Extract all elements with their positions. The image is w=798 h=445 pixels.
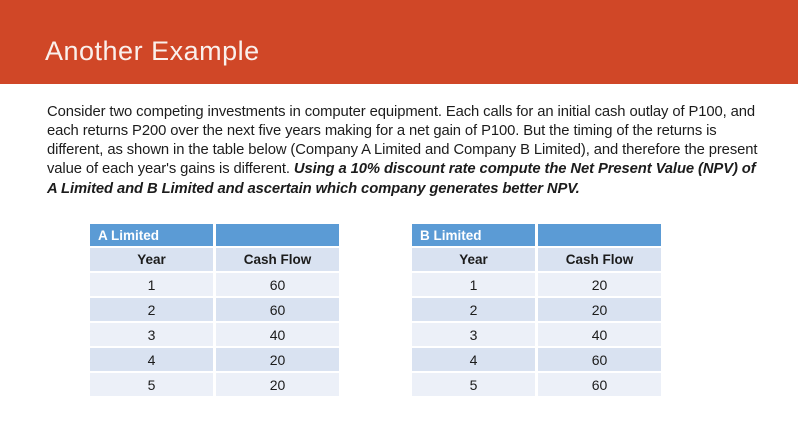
table-cell-year: 5 [90, 373, 213, 396]
table-a-title-cell: A Limited [90, 224, 213, 246]
table-cell-cashflow: 60 [216, 273, 339, 296]
table-a-title-row: A Limited [90, 224, 339, 246]
table-cell-cashflow: 20 [216, 373, 339, 396]
table-cell-cashflow: 40 [216, 323, 339, 346]
table-cell-cashflow: 60 [216, 298, 339, 321]
table-b-limited: B Limited Year Cash Flow 1 20 2 20 3 40 … [412, 224, 661, 396]
table-row: 5 60 [412, 373, 661, 396]
table-b-title-row: B Limited [412, 224, 661, 246]
table-cell-year: 3 [90, 323, 213, 346]
table-cell-year: 2 [90, 298, 213, 321]
table-b-title-spacer-cell [538, 224, 661, 246]
slide-title-band: Another Example [0, 0, 798, 84]
body-text-normal: Consider two competing investments in co… [47, 104, 758, 178]
table-row: 3 40 [412, 323, 661, 346]
slide-title: Another Example [45, 36, 260, 66]
table-a-limited: A Limited Year Cash Flow 1 60 2 60 3 40 … [90, 224, 339, 396]
table-b-column-header-year: Year [412, 248, 535, 271]
table-row: 1 20 [412, 273, 661, 296]
table-a-column-header-cashflow: Cash Flow [216, 248, 339, 271]
body-paragraph: Consider two competing investments in co… [47, 103, 761, 199]
body-text-emphasis: Using a 10% discount rate compute the Ne… [47, 161, 756, 197]
table-cell-year: 4 [412, 348, 535, 371]
table-cell-cashflow: 20 [538, 298, 661, 321]
table-row: 4 60 [412, 348, 661, 371]
table-cell-cashflow: 60 [538, 348, 661, 371]
table-cell-year: 1 [412, 273, 535, 296]
table-b-header-row: Year Cash Flow [412, 248, 661, 271]
table-row: 1 60 [90, 273, 339, 296]
table-row: 2 60 [90, 298, 339, 321]
table-row: 3 40 [90, 323, 339, 346]
table-cell-year: 2 [412, 298, 535, 321]
table-cell-cashflow: 20 [216, 348, 339, 371]
table-cell-cashflow: 20 [538, 273, 661, 296]
table-b-title-cell: B Limited [412, 224, 535, 246]
table-row: 2 20 [412, 298, 661, 321]
table-cell-cashflow: 60 [538, 373, 661, 396]
table-row: 4 20 [90, 348, 339, 371]
table-b-column-header-cashflow: Cash Flow [538, 248, 661, 271]
table-a-header-row: Year Cash Flow [90, 248, 339, 271]
table-cell-year: 4 [90, 348, 213, 371]
table-row: 5 20 [90, 373, 339, 396]
table-cell-year: 5 [412, 373, 535, 396]
table-a-title-spacer-cell [216, 224, 339, 246]
table-cell-year: 3 [412, 323, 535, 346]
table-a-column-header-year: Year [90, 248, 213, 271]
table-cell-year: 1 [90, 273, 213, 296]
table-cell-cashflow: 40 [538, 323, 661, 346]
